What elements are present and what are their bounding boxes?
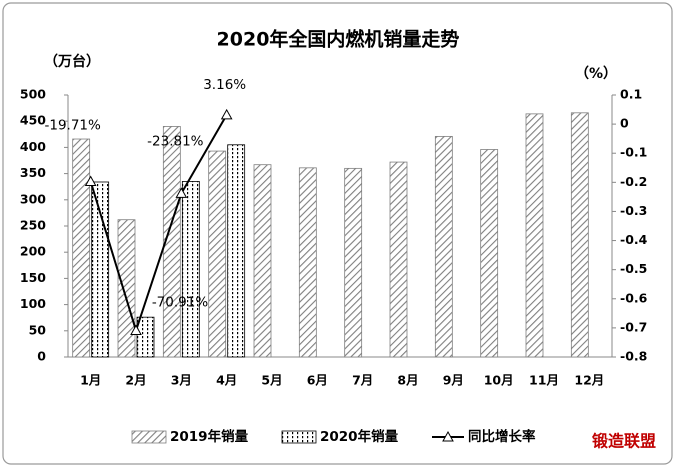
y2-tick-label: -0.6 (620, 290, 648, 305)
y-tick-label: 50 (29, 322, 47, 337)
data-label: 3.16% (203, 77, 246, 93)
y2-tick-label: -0.5 (620, 261, 647, 276)
y-tick-label: 100 (20, 296, 46, 311)
line-marker (175, 187, 188, 198)
bar (253, 164, 272, 358)
legend-label: 同比增长率 (468, 428, 536, 445)
data-label: -70.91% (152, 295, 209, 311)
x-tick-label: 1月 (80, 373, 101, 388)
y-tick-label: 300 (20, 191, 46, 206)
bar (72, 138, 91, 358)
y-tick-label: 250 (20, 218, 46, 233)
y2-tick-label: 0.1 (620, 87, 642, 102)
bar (227, 144, 246, 358)
bar (162, 126, 181, 358)
y2-tick-label: -0.3 (620, 203, 647, 218)
y2-axis-label: （%） (575, 66, 617, 82)
legend-swatch (281, 430, 317, 444)
x-tick-label: 3月 (171, 373, 192, 388)
y2-tick-label: -0.7 (620, 319, 647, 334)
data-label: -23.81% (147, 133, 204, 149)
x-tick-label: 12月 (574, 373, 604, 388)
y-tick-label: 450 (20, 113, 46, 128)
y-tick-label: 200 (20, 244, 46, 259)
x-tick-label: 11月 (529, 373, 559, 388)
bar (525, 113, 544, 358)
bar (434, 135, 453, 358)
y-tick-label: 500 (20, 87, 46, 102)
x-tick-label: 8月 (397, 373, 418, 388)
bar (480, 149, 499, 358)
y2-tick-label: -0.2 (620, 174, 647, 189)
bar (344, 167, 363, 358)
x-tick-label: 7月 (352, 373, 373, 388)
watermark: 锻造联盟 (592, 432, 656, 451)
y-tick-label: 150 (20, 270, 46, 285)
bar (298, 167, 317, 358)
y-tick-label: 350 (20, 165, 46, 180)
bar (91, 181, 110, 358)
bar (570, 112, 589, 358)
y2-tick-label: -0.1 (620, 145, 647, 160)
y2-tick-label: 0 (620, 116, 629, 131)
legend-label: 2020年销量 (320, 428, 399, 445)
legend-swatch (131, 430, 167, 444)
line (89, 114, 228, 334)
y-tick-label: 400 (20, 139, 46, 154)
bar (181, 181, 200, 358)
line-marker (220, 108, 233, 120)
y-axis-label: （万台） (44, 53, 100, 70)
x-tick-label: 2月 (125, 373, 146, 388)
x-tick-label: 5月 (261, 373, 282, 388)
x-tick-label: 10月 (484, 373, 514, 388)
x-tick-label: 9月 (443, 373, 464, 388)
y-tick-label: 0 (37, 349, 46, 364)
data-label: -19.71% (44, 117, 101, 133)
legend-swatch (442, 430, 454, 442)
bar (136, 316, 155, 358)
y2-tick-label: -0.8 (620, 349, 647, 364)
line-marker (84, 175, 97, 186)
line-marker (130, 324, 142, 336)
legend-label: 2019年销量 (170, 428, 249, 445)
bar (389, 161, 408, 358)
chart-title: 2020年全国内燃机销量走势 (217, 28, 460, 51)
x-tick-label: 4月 (216, 373, 237, 388)
x-tick-label: 6月 (307, 373, 328, 388)
bar (208, 150, 227, 358)
bar (117, 219, 136, 358)
y2-tick-label: -0.4 (620, 232, 648, 247)
